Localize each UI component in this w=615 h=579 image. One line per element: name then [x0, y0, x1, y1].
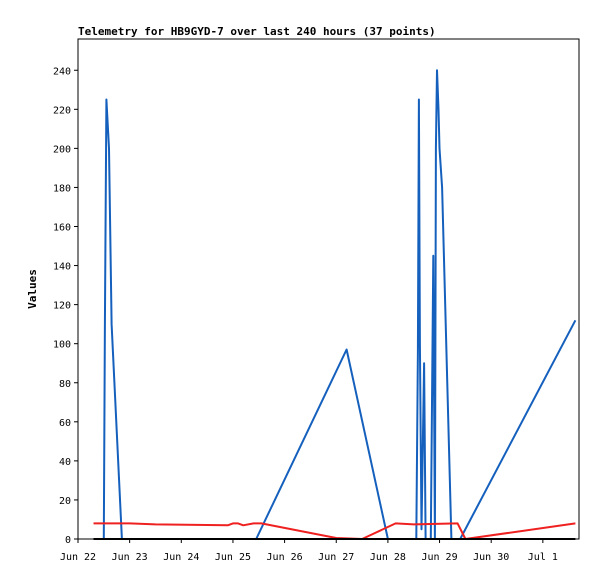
y-tick-label: 20: [59, 496, 71, 507]
x-tick-label: Jun 27: [318, 552, 354, 563]
series-layer: [93, 69, 577, 540]
y-axis-label: Values: [26, 269, 39, 309]
y-tick-label: 220: [53, 105, 71, 116]
y-tick-label: 140: [53, 262, 71, 273]
y-tick-label: 40: [59, 457, 71, 468]
y-tick-label: 160: [53, 223, 71, 234]
series-line-1: [102, 69, 577, 540]
chart-title: Telemetry for HB9GYD-7 over last 240 hou…: [78, 25, 436, 38]
x-tick-label: Jul 1: [528, 552, 558, 563]
x-tick-label: Jun 28: [370, 552, 406, 563]
x-ticks: Jun 22 Jun 23 Jun 24 Jun 25 Jun 26 Jun 27 Jun …: [60, 539, 558, 563]
y-tick-label: 60: [59, 418, 71, 429]
series-line-2: [93, 522, 576, 540]
y-tick-label: 120: [53, 301, 71, 312]
x-tick-label: Jun 25: [215, 552, 251, 563]
y-tick-label: 100: [53, 340, 71, 351]
x-tick-label: Jun 29: [421, 552, 457, 563]
x-tick-label: Jun 23: [112, 552, 148, 563]
x-tick-label: Jun 24: [163, 552, 199, 563]
y-tick-label: 240: [53, 66, 71, 77]
y-tick-label: 200: [53, 144, 71, 155]
y-tick-label: 80: [59, 379, 71, 390]
y-tick-label: 180: [53, 183, 71, 194]
x-tick-label: Jun 30: [473, 552, 509, 563]
y-ticks: 0 20 40 60 80 100 120 140 160 180 200 220 240: [53, 66, 78, 546]
x-tick-label: Jun 26: [267, 552, 303, 563]
plot-area: [77, 38, 580, 540]
y-tick-label: 0: [65, 535, 71, 546]
x-tick-label: Jun 22: [60, 552, 96, 563]
